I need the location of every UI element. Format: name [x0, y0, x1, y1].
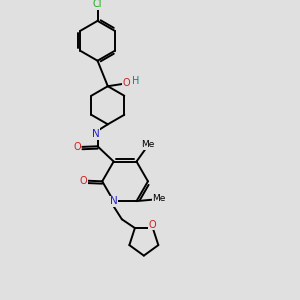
Text: O: O — [73, 142, 81, 152]
Text: N: N — [110, 196, 118, 206]
Text: O: O — [123, 78, 130, 88]
Text: H: H — [132, 76, 139, 86]
Text: Cl: Cl — [93, 0, 102, 10]
Text: O: O — [148, 220, 156, 230]
Text: O: O — [80, 176, 88, 186]
Text: Me: Me — [141, 140, 154, 149]
Text: Me: Me — [152, 194, 166, 203]
Text: N: N — [92, 129, 100, 139]
